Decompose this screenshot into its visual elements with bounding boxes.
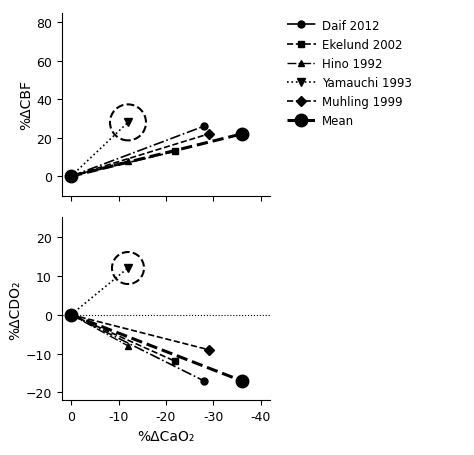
Y-axis label: %ΔCBF: %ΔCBF <box>19 80 33 130</box>
Legend: Daif 2012, Ekelund 2002, Hino 1992, Yamauchi 1993, Muhling 1999, Mean: Daif 2012, Ekelund 2002, Hino 1992, Yama… <box>286 20 412 128</box>
X-axis label: %ΔCaO₂: %ΔCaO₂ <box>137 429 195 443</box>
Y-axis label: %ΔCDO₂: %ΔCDO₂ <box>9 279 23 339</box>
